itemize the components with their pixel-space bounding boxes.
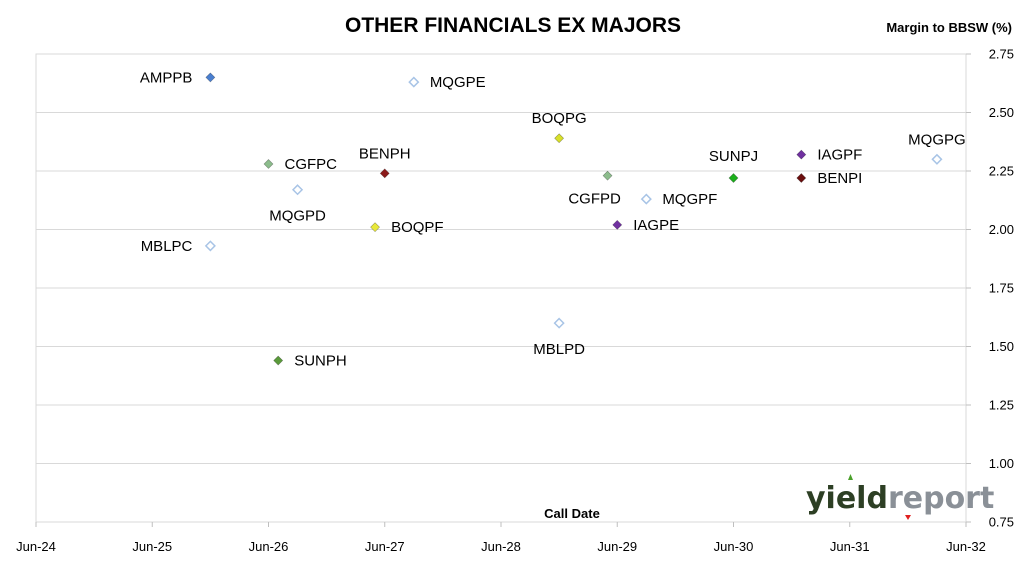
x-tick-label: Jun-31 <box>830 539 870 554</box>
data-label-mqgpe: MQGPE <box>430 74 486 91</box>
x-axis-ticks: Jun-24 Jun-25 Jun-26 Jun-27 Jun-28 Jun-29 Jun-… <box>16 522 986 554</box>
data-point-boqpg <box>554 133 565 144</box>
data-label-benph: BENPH <box>359 145 411 162</box>
y-tick-label: 1.75 <box>989 281 1014 296</box>
x-tick-label: Jun-24 <box>16 539 56 554</box>
x-axis-title: Call Date <box>544 506 600 521</box>
logo-up-arrow-icon <box>848 474 853 480</box>
data-label-mblpd: MBLPD <box>533 341 585 358</box>
x-tick-label: Jun-32 <box>946 539 986 554</box>
y-tick-label: 2.00 <box>989 222 1014 237</box>
chart-title: OTHER FINANCIALS EX MAJORS <box>345 14 681 37</box>
data-point-cgfpc <box>263 159 274 169</box>
x-tick-label: Jun-26 <box>249 539 289 554</box>
data-point-mblpd <box>553 317 565 329</box>
data-point-iagpf <box>796 149 807 160</box>
data-points: AMPPB MQGPE BOQPG CGFPC BENPH MQGPD BOQPF MBLPC… <box>140 69 966 369</box>
y-tick-label: 2.25 <box>989 164 1014 179</box>
data-label-sunpj: SUNPJ <box>709 148 758 165</box>
logo-report: report <box>888 481 994 516</box>
data-label-iagpe: IAGPE <box>633 217 679 234</box>
x-tick-label: Jun-28 <box>481 539 521 554</box>
x-tick-label: Jun-25 <box>132 539 172 554</box>
data-point-sunph <box>273 355 284 366</box>
data-label-iagpf: IAGPF <box>817 147 862 164</box>
data-point-amppb <box>205 72 216 83</box>
y-tick-label: 1.50 <box>989 339 1014 354</box>
logo-text: yieldreport <box>806 481 994 516</box>
data-point-mqgpe <box>408 76 420 88</box>
data-label-mblpc: MBLPC <box>141 238 193 255</box>
data-point-iagpe <box>612 219 623 230</box>
y-tick-label: 1.25 <box>989 398 1014 413</box>
y-tick-label: 0.75 <box>989 515 1014 530</box>
x-tick-label: Jun-29 <box>597 539 637 554</box>
data-label-mqgpd: MQGPD <box>269 208 326 225</box>
data-label-cgfpc: CGFPC <box>285 156 338 173</box>
data-point-benph <box>379 168 390 179</box>
data-point-mqgpd <box>292 184 304 196</box>
data-label-benpi: BENPI <box>817 170 862 187</box>
data-label-sunph: SUNPH <box>294 353 347 370</box>
data-label-boqpg: BOQPG <box>532 110 587 127</box>
data-label-amppb: AMPPB <box>140 69 193 86</box>
data-label-mqgpg: MQGPG <box>908 131 966 148</box>
logo: yieldreport <box>806 474 994 520</box>
data-point-cgfpd <box>602 170 613 181</box>
x-tick-label: Jun-30 <box>714 539 754 554</box>
logo-yield: yield <box>806 481 888 516</box>
y-tick-label: 2.50 <box>989 105 1014 120</box>
data-point-sunpj <box>728 173 739 183</box>
logo-arrow-icon <box>905 515 911 520</box>
data-point-mqgpg <box>931 153 943 165</box>
y-tick-label: 1.00 <box>989 456 1014 471</box>
data-label-cgfpd: CGFPD <box>568 191 621 208</box>
data-label-boqpf: BOQPF <box>391 219 444 236</box>
data-label-mqgpf: MQGPF <box>662 191 717 208</box>
data-point-mblpc <box>204 240 216 252</box>
data-point-benpi <box>796 173 807 183</box>
y-axis-title: Margin to BBSW (%) <box>886 20 1012 35</box>
data-point-mqgpf <box>640 193 652 205</box>
y-axis-ticks: 0.75 1.00 1.25 1.50 1.75 2.00 2.25 2.50 2.75 <box>966 47 1014 530</box>
data-point-boqpf <box>370 222 380 233</box>
x-tick-label: Jun-27 <box>365 539 405 554</box>
y-tick-label: 2.75 <box>989 47 1014 62</box>
